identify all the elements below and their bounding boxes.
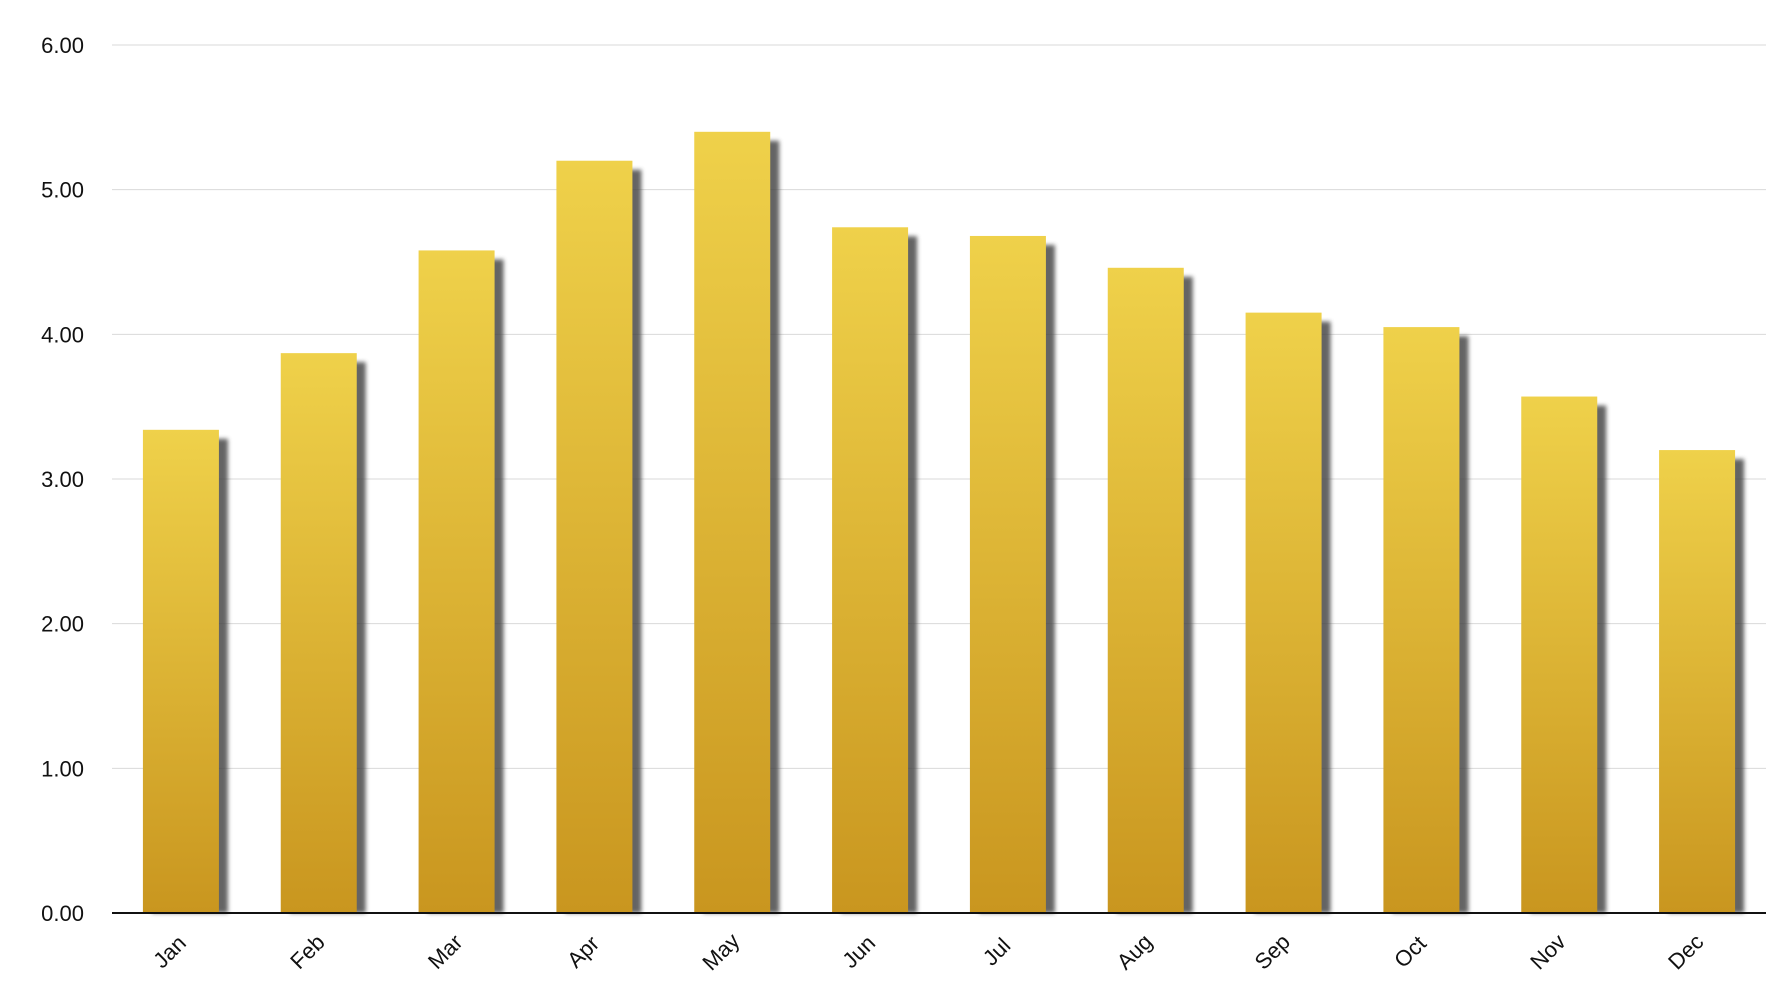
bar-oct	[1383, 327, 1460, 914]
x-axis-tick-labels: Jan Feb Mar Apr May Jun Jul Aug Sep Oct Nov Dec	[148, 928, 1708, 975]
x-tick-label: Oct	[1389, 931, 1431, 973]
bar-may	[694, 131, 771, 914]
x-tick-label: Sep	[1250, 929, 1295, 974]
x-tick-label: Jan	[148, 930, 191, 973]
gridlines	[112, 44, 1766, 769]
x-tick-label: Mar	[423, 929, 467, 973]
x-tick-label: Dec	[1663, 929, 1708, 974]
bar-jun	[832, 227, 909, 913]
bar-nov	[1521, 396, 1598, 913]
bar-jan	[142, 429, 219, 913]
bar-shadows	[151, 140, 1745, 914]
y-tick-label: 0.00	[41, 901, 84, 926]
y-tick-label: 2.00	[41, 612, 84, 637]
bars	[142, 131, 1736, 914]
bar-feb	[280, 353, 357, 913]
y-tick-label: 5.00	[41, 178, 84, 203]
x-tick-label: Aug	[1112, 929, 1157, 974]
bar-dec	[1659, 450, 1736, 913]
bar-apr	[556, 160, 633, 913]
y-tick-label: 4.00	[41, 322, 84, 347]
x-tick-label: Jul	[978, 933, 1016, 971]
y-tick-label: 3.00	[41, 467, 84, 492]
x-tick-label: May	[697, 928, 744, 975]
x-tick-label: Feb	[285, 929, 329, 973]
bar-jul	[969, 235, 1046, 913]
x-tick-label: Jun	[837, 930, 880, 973]
y-tick-label: 1.00	[41, 756, 84, 781]
y-axis-tick-labels: 0.00 1.00 2.00 3.00 4.00 5.00 6.00	[41, 33, 84, 926]
y-tick-label: 6.00	[41, 33, 84, 58]
bar-aug	[1107, 267, 1184, 914]
x-tick-label: Apr	[562, 931, 604, 973]
x-tick-label: Nov	[1525, 929, 1570, 974]
bar-sep	[1245, 312, 1322, 914]
bar-mar	[418, 250, 495, 914]
